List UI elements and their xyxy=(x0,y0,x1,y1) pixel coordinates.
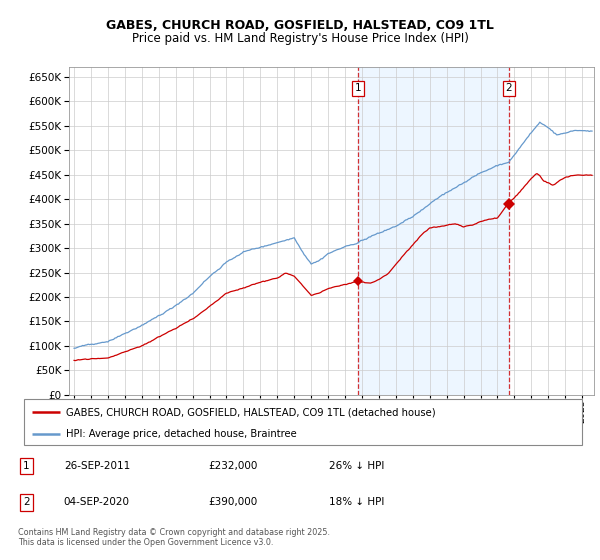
Text: £232,000: £232,000 xyxy=(208,461,257,471)
Text: 1: 1 xyxy=(23,461,30,471)
Text: 26-SEP-2011: 26-SEP-2011 xyxy=(64,461,130,471)
Text: 2: 2 xyxy=(506,83,512,94)
Text: 2: 2 xyxy=(23,497,30,507)
Text: 04-SEP-2020: 04-SEP-2020 xyxy=(64,497,130,507)
Bar xyxy=(358,67,509,395)
Text: £390,000: £390,000 xyxy=(208,497,257,507)
Text: 1: 1 xyxy=(355,83,361,94)
Text: Price paid vs. HM Land Registry's House Price Index (HPI): Price paid vs. HM Land Registry's House … xyxy=(131,32,469,45)
Text: 18% ↓ HPI: 18% ↓ HPI xyxy=(329,497,384,507)
Text: Contains HM Land Registry data © Crown copyright and database right 2025.
This d: Contains HM Land Registry data © Crown c… xyxy=(18,528,330,547)
Text: GABES, CHURCH ROAD, GOSFIELD, HALSTEAD, CO9 1TL (detached house): GABES, CHURCH ROAD, GOSFIELD, HALSTEAD, … xyxy=(66,407,436,417)
Text: GABES, CHURCH ROAD, GOSFIELD, HALSTEAD, CO9 1TL: GABES, CHURCH ROAD, GOSFIELD, HALSTEAD, … xyxy=(106,19,494,32)
FancyBboxPatch shape xyxy=(24,399,582,445)
Text: HPI: Average price, detached house, Braintree: HPI: Average price, detached house, Brai… xyxy=(66,429,296,438)
Text: 26% ↓ HPI: 26% ↓ HPI xyxy=(329,461,384,471)
